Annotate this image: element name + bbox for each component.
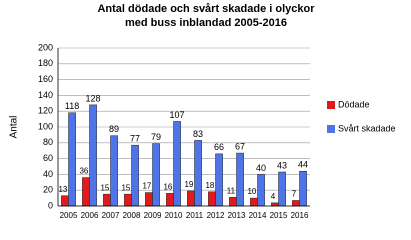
data-label: 43 xyxy=(277,160,287,170)
data-label: 15 xyxy=(100,183,109,192)
bar xyxy=(250,197,258,207)
bar xyxy=(292,200,300,207)
data-label: 19 xyxy=(184,180,193,189)
bar xyxy=(229,197,237,207)
x-tick-label: 2008 xyxy=(123,211,141,220)
bar xyxy=(124,193,132,207)
x-tick-label: 2006 xyxy=(81,211,99,220)
x-tick-label: 2010 xyxy=(165,211,183,220)
y-tick-label: 200 xyxy=(38,42,53,52)
y-tick-label: 160 xyxy=(38,74,53,84)
bar xyxy=(236,152,244,207)
bar xyxy=(257,174,265,207)
data-label: 118 xyxy=(65,101,79,111)
data-label: 13 xyxy=(58,185,67,194)
x-tick-label: 2013 xyxy=(228,211,246,220)
y-tick-label: 20 xyxy=(43,185,53,195)
data-label: 16 xyxy=(163,182,172,191)
bar xyxy=(271,202,279,207)
y-tick-label: 40 xyxy=(43,169,53,179)
data-label: 66 xyxy=(214,142,224,152)
legend-label: Svårt skadade xyxy=(338,123,396,133)
x-tick-label: 2005 xyxy=(60,211,78,220)
data-label: 40 xyxy=(256,163,266,173)
x-tick-label: 2016 xyxy=(291,211,309,220)
bar xyxy=(131,144,139,207)
y-tick-label: 140 xyxy=(38,90,53,100)
bar xyxy=(145,192,153,207)
data-label: 15 xyxy=(121,183,130,192)
bar xyxy=(82,177,90,207)
bar xyxy=(187,190,195,207)
data-label: 7 xyxy=(292,190,297,199)
data-label: 77 xyxy=(130,134,140,144)
y-tick-label: 120 xyxy=(38,106,53,116)
x-tick-label: 2012 xyxy=(207,211,225,220)
x-tick-label: 2015 xyxy=(270,211,288,220)
bar xyxy=(152,143,160,207)
chart-subtitle: med buss inblandad 2005-2016 xyxy=(125,17,287,29)
x-tick-label: 2007 xyxy=(102,211,120,220)
y-tick-label: 100 xyxy=(38,121,53,131)
x-tick-label: 2011 xyxy=(186,211,204,220)
bar xyxy=(166,193,174,207)
chart: Antal dödade och svårt skadade i olyckor… xyxy=(9,3,396,220)
bar xyxy=(68,112,76,207)
data-label: 17 xyxy=(142,182,151,191)
x-tick-label: 2009 xyxy=(144,211,162,220)
data-label: 83 xyxy=(193,129,203,139)
legend-swatch xyxy=(327,101,335,109)
data-label: 107 xyxy=(170,110,185,120)
bar xyxy=(194,140,202,207)
bar xyxy=(299,170,307,207)
bar xyxy=(278,171,286,207)
y-tick-label: 0 xyxy=(48,200,53,210)
y-axis-label: Antal xyxy=(9,116,20,139)
data-label: 128 xyxy=(86,93,101,103)
x-tick-label: 2014 xyxy=(249,211,267,220)
chart-title: Antal dödade och svårt skadade i olyckor xyxy=(97,3,315,15)
y-tick-label: 180 xyxy=(38,58,53,68)
data-label: 36 xyxy=(79,167,88,176)
y-tick-label: 80 xyxy=(43,137,53,147)
data-label: 11 xyxy=(227,186,236,195)
data-label: 89 xyxy=(109,124,119,134)
bar xyxy=(110,135,118,207)
data-label: 4 xyxy=(271,192,276,201)
legend-label: Dödade xyxy=(338,99,370,109)
data-label: 18 xyxy=(205,181,214,190)
data-label: 67 xyxy=(235,141,245,151)
bar xyxy=(103,193,111,207)
bar xyxy=(208,191,216,207)
bar xyxy=(215,153,223,207)
data-label: 79 xyxy=(151,132,161,142)
bar xyxy=(173,121,181,207)
bar xyxy=(61,195,69,207)
data-label: 10 xyxy=(247,187,256,196)
bar xyxy=(89,104,97,207)
legend-swatch xyxy=(327,125,335,133)
data-label: 44 xyxy=(298,160,308,170)
y-tick-label: 60 xyxy=(43,153,53,163)
